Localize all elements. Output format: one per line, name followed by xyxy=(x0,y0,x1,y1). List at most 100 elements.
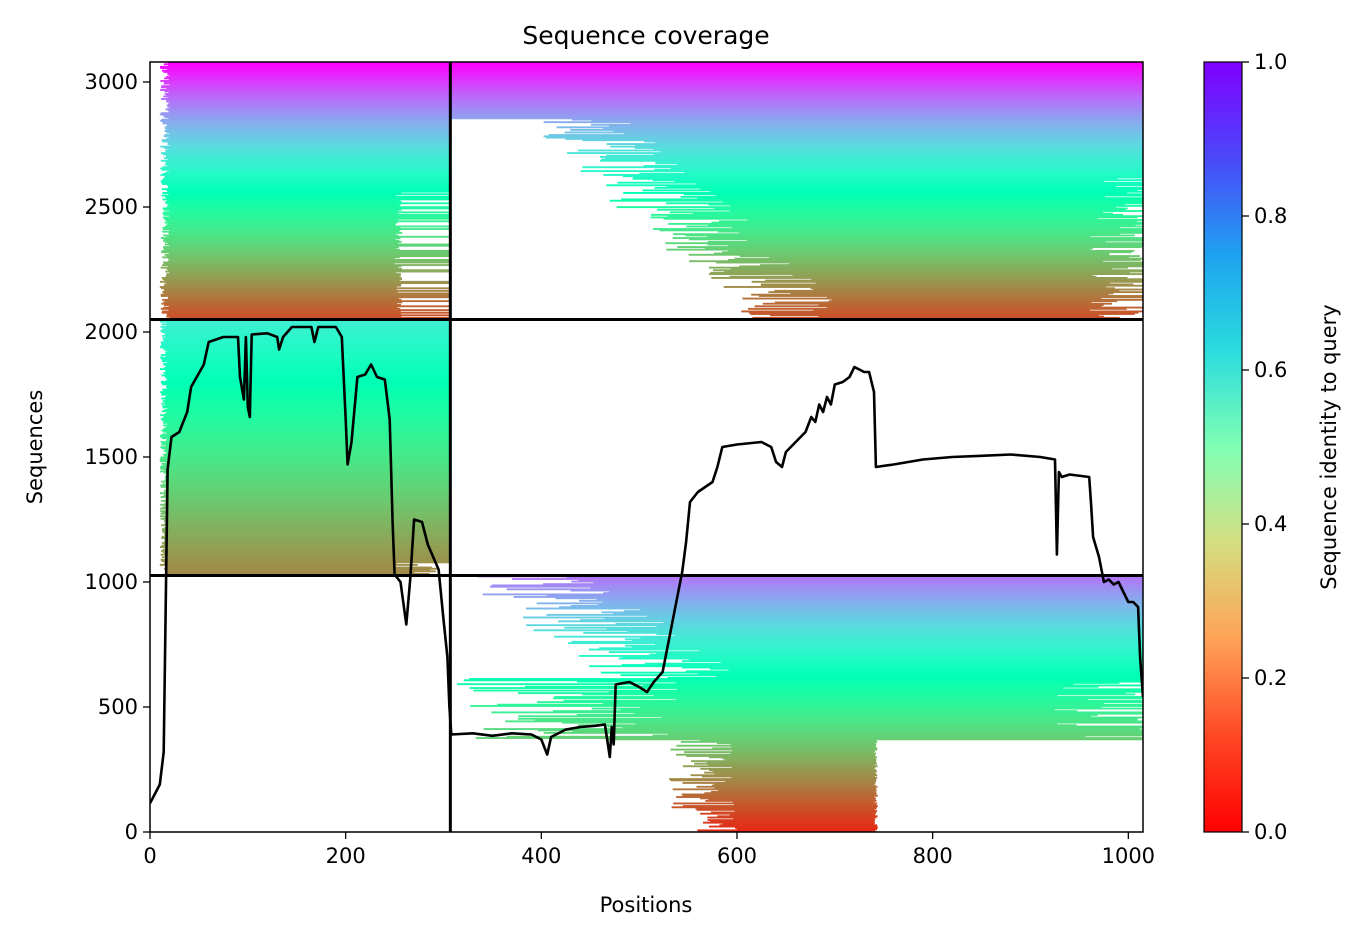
coverage-row xyxy=(162,153,451,156)
coverage-row xyxy=(564,626,1143,629)
coverage-row xyxy=(169,83,451,86)
heatmap-layer xyxy=(159,62,1143,832)
coverage-row xyxy=(582,693,1136,696)
coverage-row xyxy=(166,322,451,324)
coverage-row xyxy=(450,112,1143,115)
coverage-row xyxy=(669,778,877,781)
coverage-row xyxy=(747,307,1127,310)
coverage-row xyxy=(166,123,451,126)
coverage-row xyxy=(166,395,451,397)
coverage-row xyxy=(165,566,432,569)
coverage-row xyxy=(708,798,876,801)
coverage-row xyxy=(571,118,1143,121)
coverage-row xyxy=(167,190,451,193)
coverage-row xyxy=(166,557,451,560)
coverage-row xyxy=(450,114,1143,117)
coverage-row xyxy=(716,742,876,745)
coverage-row xyxy=(680,195,1105,198)
coverage-row xyxy=(159,280,451,283)
coverage-row xyxy=(164,375,451,378)
coverage-row xyxy=(536,701,1143,704)
coverage-row xyxy=(450,113,1143,116)
coverage-row xyxy=(606,628,1143,630)
coverage-row xyxy=(166,411,451,414)
coverage-row xyxy=(659,229,1143,232)
coverage-row xyxy=(163,304,401,306)
coverage-row xyxy=(513,596,1143,598)
coverage-row xyxy=(162,198,451,201)
coverage-row xyxy=(161,328,451,331)
coverage-row xyxy=(163,552,451,555)
coverage-row xyxy=(165,452,451,455)
coverage-row xyxy=(818,304,1104,306)
coverage-row xyxy=(169,74,451,77)
coverage-row xyxy=(169,110,451,113)
coverage-row xyxy=(639,172,1143,175)
coverage-row xyxy=(543,135,1143,138)
coverage-row xyxy=(703,821,876,824)
coverage-row xyxy=(166,268,402,270)
coverage-row xyxy=(162,207,451,210)
coverage-row xyxy=(162,179,451,182)
coverage-row xyxy=(168,215,451,218)
coverage-row xyxy=(692,212,1113,215)
coverage-row xyxy=(676,796,875,798)
coverage-row xyxy=(160,558,451,561)
coverage-row xyxy=(741,310,1143,313)
coverage-row xyxy=(450,109,1143,112)
coverage-row xyxy=(734,803,877,806)
coverage-row xyxy=(577,680,1143,683)
coverage-row xyxy=(748,311,1139,314)
coverage-row xyxy=(450,92,1143,95)
coverage-row xyxy=(543,121,1143,124)
coverage-row xyxy=(163,453,451,456)
coverage-row xyxy=(164,491,451,493)
coverage-row xyxy=(770,314,1099,317)
coverage-row xyxy=(599,647,1143,650)
coverage-row xyxy=(731,226,1120,229)
y-tick-label: 3000 xyxy=(85,70,138,94)
coverage-row xyxy=(622,726,1143,729)
coverage-row xyxy=(475,737,1143,739)
coverage-row xyxy=(159,320,451,323)
coverage-row xyxy=(164,127,451,130)
coverage-row xyxy=(163,540,451,543)
coverage-row xyxy=(591,119,1143,122)
coverage-row xyxy=(160,503,451,506)
coverage-row xyxy=(709,190,1143,193)
coverage-row xyxy=(164,366,451,369)
coverage-row xyxy=(684,751,874,754)
coverage-row xyxy=(164,396,451,399)
coverage-row xyxy=(167,242,399,245)
coverage-row xyxy=(553,697,1143,700)
coverage-row xyxy=(483,728,1140,730)
coverage-row xyxy=(164,90,451,93)
coverage-row xyxy=(166,220,451,223)
coverage-row xyxy=(620,674,1143,677)
coverage-row xyxy=(160,465,451,468)
coverage-row xyxy=(166,274,401,277)
coverage-row xyxy=(526,624,1143,627)
coverage-row xyxy=(450,63,1143,66)
coverage-row xyxy=(589,665,1143,668)
coverage-row xyxy=(616,206,1116,209)
coverage-row xyxy=(159,546,451,548)
coverage-row xyxy=(164,283,402,286)
coverage-row xyxy=(603,127,1143,130)
coverage-row xyxy=(634,146,1143,149)
coverage-row xyxy=(161,429,451,432)
coverage-row xyxy=(165,171,451,174)
coverage-row xyxy=(164,225,451,228)
coverage-row xyxy=(167,222,396,225)
coverage-row xyxy=(732,749,876,752)
coverage-row xyxy=(160,112,451,115)
coverage-row xyxy=(163,469,451,472)
coverage-row xyxy=(160,119,451,122)
coverage-row xyxy=(165,412,451,415)
coverage-row xyxy=(670,167,1143,170)
coverage-row xyxy=(161,188,451,191)
coverage-row xyxy=(593,581,1143,584)
coverage-row xyxy=(162,261,451,264)
coverage-row xyxy=(450,74,1143,77)
coverage-row xyxy=(164,409,451,411)
